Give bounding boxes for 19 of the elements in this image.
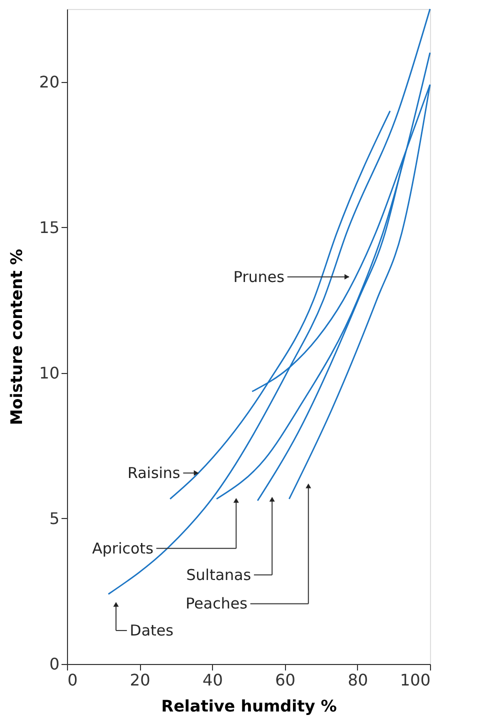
- x-axis-title: Relative humdity %: [161, 696, 337, 716]
- y-tick-label: 20: [39, 72, 60, 92]
- y-tick-label: 5: [49, 508, 60, 528]
- x-tick-label: 60: [275, 670, 296, 690]
- y-axis-title: Moisture content %: [7, 248, 26, 426]
- x-tick-label: 20: [130, 670, 150, 690]
- x-tick-label: 100: [400, 670, 430, 690]
- annotation: Raisins: [127, 464, 180, 482]
- annotation: Prunes: [233, 268, 285, 286]
- annotation: Sultanas: [186, 566, 252, 584]
- y-tick-label: 10: [39, 363, 60, 382]
- y-tick-label: 0: [49, 654, 60, 674]
- annotation: Peaches: [186, 594, 248, 613]
- annotation: Dates: [130, 622, 174, 640]
- x-tick-label: 0: [68, 670, 78, 690]
- y-tick-label: 15: [39, 218, 60, 237]
- annotation: Apricots: [92, 539, 154, 558]
- x-tick-label: 40: [202, 670, 223, 690]
- x-tick-label: 80: [348, 670, 368, 690]
